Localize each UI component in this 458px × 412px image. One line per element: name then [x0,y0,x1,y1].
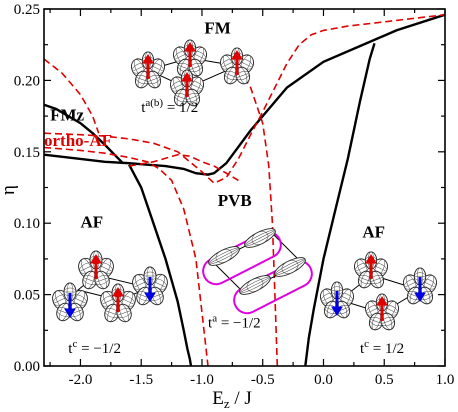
series-layer [44,13,445,366]
y-tick-label: 0.00 [14,359,40,375]
annotation-fm: FM [204,18,230,37]
black-boundary-1 [44,103,124,165]
af-left-orbital-cluster-icon [52,250,168,323]
y-tick-label: 0.20 [14,73,40,89]
fm-orbital-cluster-icon [131,39,254,107]
x-axis-title: Ez / J [212,388,252,411]
annotation-t_ab: ta(b) = 1/2 [141,97,198,116]
annotations-layer: FM FMz ortho-AF AF PVB AF ta(b) = 1/2 ta = −1/2… [44,18,404,357]
annotation-ortho: ortho-AF [44,131,112,150]
x-tick-label: -0.5 [251,372,275,388]
dashed-red-boundary-4 [44,58,100,134]
x-tick-label: 0.5 [375,372,394,388]
annotation-tc_left: tc = −1/2 [68,338,121,357]
y-axis-title: η [0,185,19,195]
x-tick-label: -2.0 [69,372,93,388]
annotation-fmz: FMz [50,105,84,124]
y-tick-label: 0.05 [14,288,40,304]
annotation-t_a: ta = −1/2 [208,312,261,331]
y-tick-label: 0.25 [14,2,40,18]
y-tick-label: 0.15 [14,145,40,161]
dashed-red-boundary-6 [44,146,209,366]
ticks-layer: -2.0 -1.5 -1.0 -0.5 0.0 0.5 1.0 0.00 0.05 0.10 0.1… [14,2,455,388]
dashed-red-boundary-7 [128,153,239,182]
annotation-tc_right: tc = 1/2 [360,338,404,357]
dashed-red-boundary-5 [44,13,445,185]
annotation-af_left: AF [80,212,103,231]
x-tick-label: 0.0 [314,372,333,388]
black-boundary-0 [44,13,445,176]
af-right-orbital-cluster-icon [320,251,437,331]
pvb-orbital-chain-icon [202,228,313,315]
black-boundary-2 [128,164,193,366]
dashed-red-boundary-8 [231,58,279,366]
annotation-pvb: PVB [218,191,252,210]
black-boundary-3 [304,42,376,366]
annotation-af_right: AF [362,222,385,241]
x-tick-label: -1.0 [190,372,214,388]
x-tick-label: 1.0 [436,372,455,388]
y-tick-label: 0.10 [14,216,40,232]
x-tick-label: -1.5 [129,372,153,388]
